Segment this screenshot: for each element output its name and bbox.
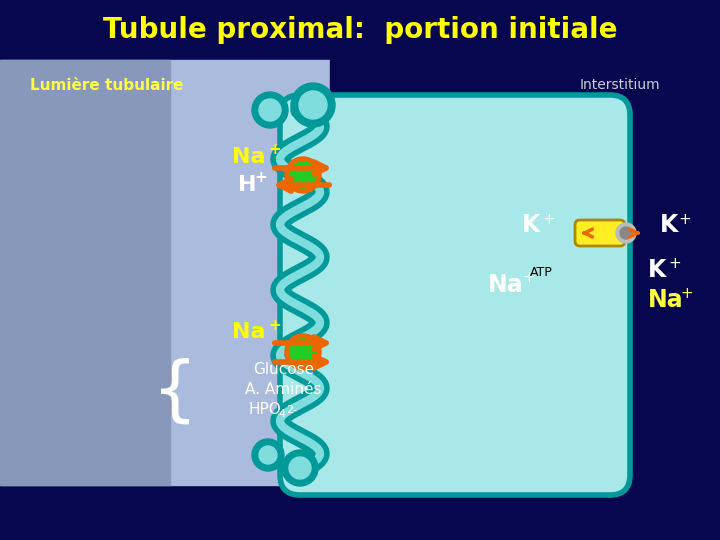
Text: Na: Na <box>488 273 523 297</box>
Bar <box>0 60 330 485</box>
FancyBboxPatch shape <box>280 95 630 495</box>
Circle shape <box>289 457 311 479</box>
Circle shape <box>290 339 316 365</box>
Text: +: + <box>268 318 281 333</box>
Bar <box>330 60 720 485</box>
Circle shape <box>282 450 318 486</box>
Bar <box>0 60 170 485</box>
Text: +: + <box>268 143 281 158</box>
Text: +: + <box>668 255 680 271</box>
Circle shape <box>285 157 321 193</box>
Circle shape <box>291 83 335 127</box>
Text: K: K <box>648 258 667 282</box>
Text: Tubule proximal:  portion initiale: Tubule proximal: portion initiale <box>103 16 617 44</box>
Text: K: K <box>660 213 678 237</box>
Circle shape <box>252 439 284 471</box>
Text: H: H <box>238 175 256 195</box>
Text: +: + <box>254 171 266 186</box>
Text: Na: Na <box>232 147 266 167</box>
Text: Interstitium: Interstitium <box>580 78 660 92</box>
Circle shape <box>259 99 281 121</box>
FancyBboxPatch shape <box>575 220 625 246</box>
Text: 4: 4 <box>278 409 285 419</box>
Text: +: + <box>678 212 690 226</box>
Circle shape <box>290 162 316 188</box>
Text: A. Aminés: A. Aminés <box>245 382 322 397</box>
Circle shape <box>620 227 632 239</box>
Text: Na: Na <box>648 288 683 312</box>
Circle shape <box>285 334 321 370</box>
Text: ATP: ATP <box>530 267 553 280</box>
Circle shape <box>259 446 277 464</box>
Circle shape <box>616 223 636 243</box>
Text: Lumière tubulaire: Lumière tubulaire <box>30 78 184 92</box>
Text: {: { <box>152 357 198 427</box>
Text: Glucose: Glucose <box>253 362 314 377</box>
Text: HPO: HPO <box>248 402 281 417</box>
Text: +: + <box>522 271 535 286</box>
Text: K: K <box>521 213 540 237</box>
Text: Na: Na <box>232 322 266 342</box>
Text: +: + <box>542 212 554 226</box>
Bar <box>0 0 720 60</box>
Circle shape <box>252 92 288 128</box>
Text: 2-: 2- <box>286 405 297 415</box>
Text: +: + <box>680 286 693 300</box>
Circle shape <box>299 91 327 119</box>
